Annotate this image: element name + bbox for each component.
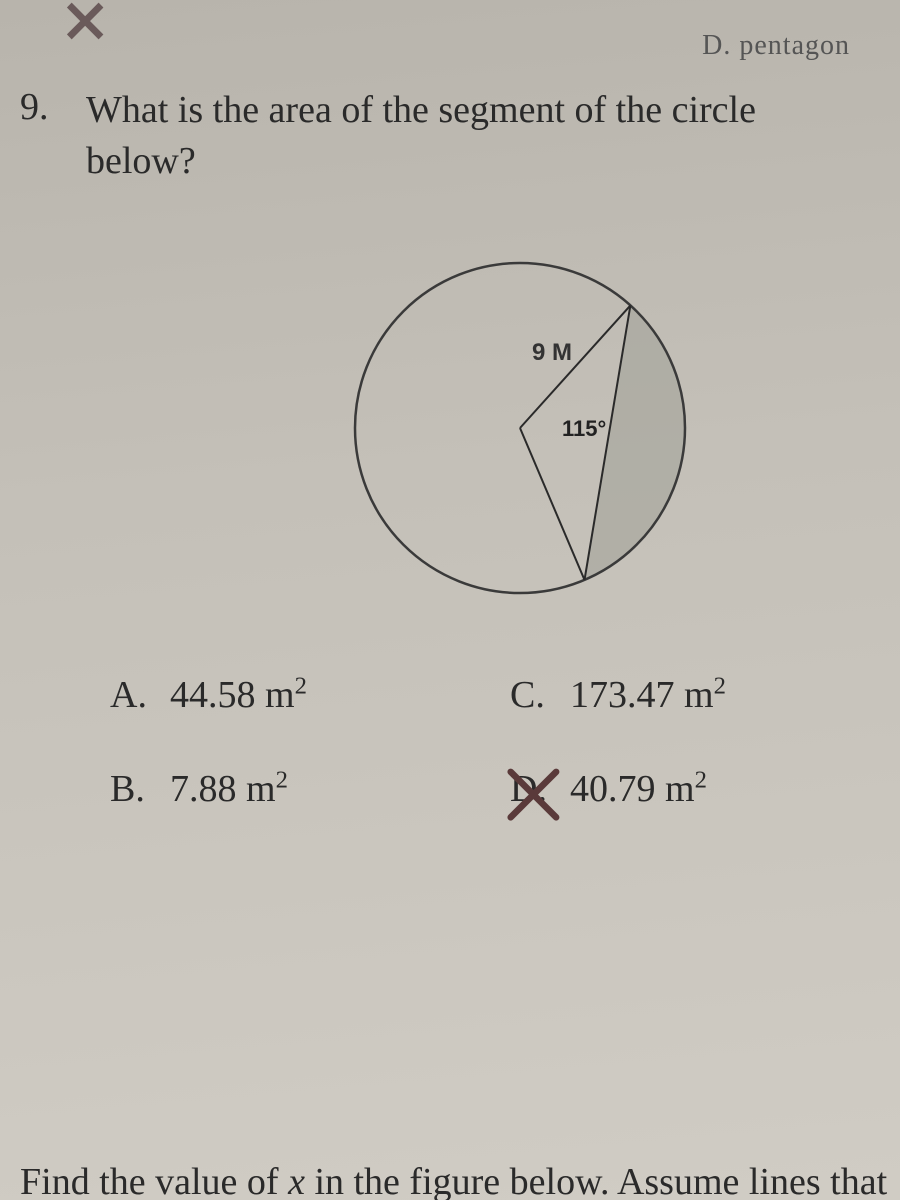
choice-letter-D: D. [510, 767, 558, 811]
choice-value-C: 173.47 m2 [570, 673, 726, 717]
radius-bottom [520, 428, 585, 580]
question-text: What is the area of the segment of the c… [86, 85, 870, 188]
answer-choices: A. 44.58 m2 C. 173.47 m2 B. 7.88 m2 D. [20, 673, 870, 811]
choice-value-A: 44.58 m2 [170, 673, 307, 717]
choice-D: D. 40.79 m2 [510, 767, 870, 811]
partial-top-text: D. pentagon [20, 30, 870, 60]
choice-B: B. 7.88 m2 [110, 767, 470, 811]
radius-label: 9 M [532, 339, 572, 366]
choice-value-B: 7.88 m2 [170, 767, 288, 811]
choice-value-D: 40.79 m2 [570, 767, 707, 811]
worksheet-page: ⨯ D. pentagon 9. What is the area of the… [0, 0, 900, 1200]
choice-A: A. 44.58 m2 [110, 673, 470, 717]
circle-figure: 9 M 115° [310, 218, 730, 638]
choice-C: C. 173.47 m2 [510, 673, 870, 717]
angle-label: 115° [562, 416, 606, 441]
question-number: 9. [20, 85, 68, 129]
stray-mark-top-left: ⨯ [60, 5, 110, 35]
shaded-segment [585, 305, 686, 580]
next-question-partial: Find the value of x in the figure below.… [20, 1160, 900, 1200]
choice-letter-B: B. [110, 767, 158, 811]
choice-letter-A: A. [110, 673, 158, 717]
choice-letter-C: C. [510, 673, 558, 717]
figure-container: 9 M 115° [20, 218, 870, 638]
question-9: 9. What is the area of the segment of th… [20, 85, 870, 188]
